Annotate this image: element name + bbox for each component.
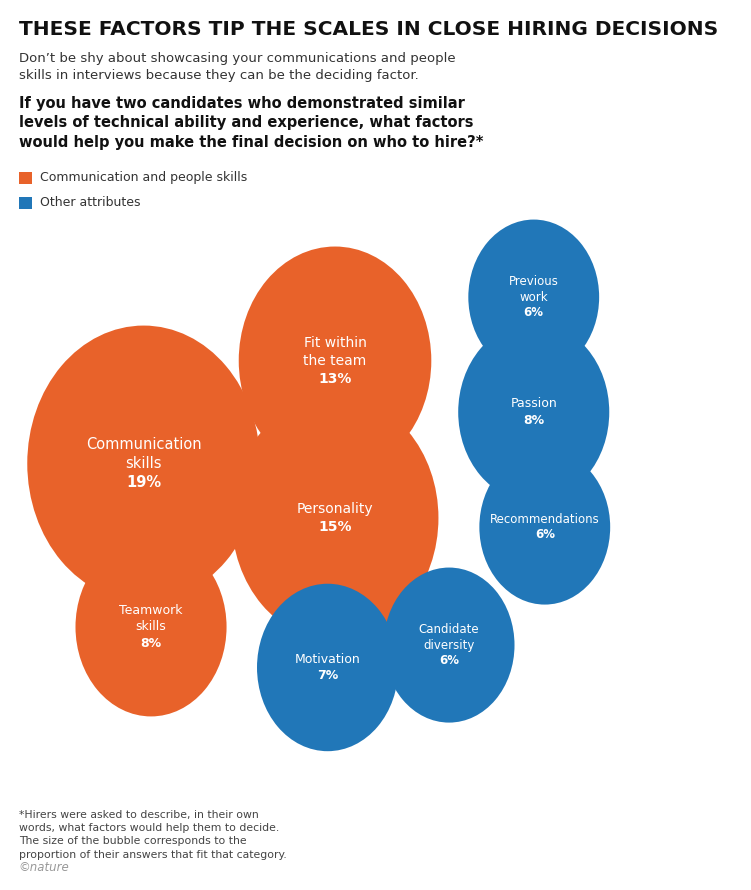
Text: Communication and people skills: Communication and people skills (40, 172, 247, 184)
Text: 8%: 8% (140, 636, 161, 650)
Text: 8%: 8% (523, 414, 544, 426)
Text: the team: the team (303, 353, 366, 368)
Text: 6%: 6% (535, 529, 555, 541)
Text: Don’t be shy about showcasing your communications and people
skills in interview: Don’t be shy about showcasing your commu… (19, 52, 455, 82)
Text: 6%: 6% (439, 654, 459, 667)
Bar (19, 172, 32, 183)
Circle shape (384, 568, 514, 723)
Text: Communication: Communication (86, 437, 201, 452)
Circle shape (76, 538, 227, 716)
Text: 7%: 7% (317, 669, 338, 682)
Text: Teamwork: Teamwork (119, 604, 182, 617)
Circle shape (458, 322, 609, 502)
Text: Personality: Personality (297, 502, 373, 516)
Text: *Hirers were asked to describe, in their own
words, what factors would help them: *Hirers were asked to describe, in their… (19, 810, 287, 860)
Text: diversity: diversity (424, 638, 475, 651)
Circle shape (27, 326, 260, 602)
Circle shape (469, 220, 599, 375)
Text: 19%: 19% (126, 475, 161, 490)
Text: THESE FACTORS TIP THE SCALES IN CLOSE HIRING DECISIONS: THESE FACTORS TIP THE SCALES IN CLOSE HI… (19, 20, 718, 38)
Text: ©nature: ©nature (19, 861, 70, 874)
Text: If you have two candidates who demonstrated similar
levels of technical ability : If you have two candidates who demonstra… (19, 96, 484, 150)
Text: Fit within: Fit within (303, 336, 366, 350)
Text: skills: skills (136, 620, 167, 634)
Circle shape (239, 247, 431, 474)
Bar (19, 197, 32, 208)
Text: Previous: Previous (508, 275, 559, 288)
Text: Passion: Passion (511, 398, 557, 410)
Circle shape (479, 449, 611, 604)
Text: Candidate: Candidate (419, 623, 479, 636)
Text: work: work (520, 290, 548, 303)
Circle shape (257, 584, 398, 751)
Text: Other attributes: Other attributes (40, 197, 140, 209)
Text: Motivation: Motivation (295, 653, 360, 666)
Text: skills: skills (125, 456, 162, 471)
Text: 15%: 15% (318, 520, 351, 534)
Text: Recommendations: Recommendations (490, 513, 599, 526)
Text: 13%: 13% (318, 372, 351, 385)
Text: 6%: 6% (523, 306, 544, 319)
Circle shape (231, 395, 439, 641)
